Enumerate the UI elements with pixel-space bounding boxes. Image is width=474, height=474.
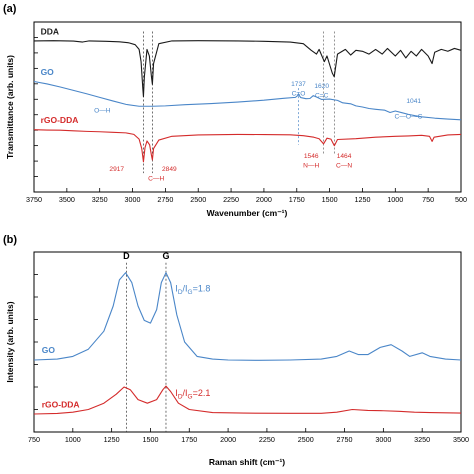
panel-b-series-label-go: GO <box>42 345 56 355</box>
panel-a-x-tick-label-2250: 2250 <box>223 195 239 204</box>
panel-a-x-tick-label-1000: 1000 <box>387 195 403 204</box>
panel-a-annotation-3: 1620 <box>314 83 329 90</box>
panel-b-x-tick-label-1500: 1500 <box>142 435 158 444</box>
panel-a-x-tick-label-2500: 2500 <box>190 195 206 204</box>
panel-b-x-tick-label-2000: 2000 <box>220 435 236 444</box>
panel-b-peak-label-g: G <box>162 251 169 261</box>
panel-a-series-label-go: GO <box>41 67 55 77</box>
panel-a-marker-lines <box>143 31 335 174</box>
panel-a-y-axis-label: Transmittance (arb. units) <box>5 55 15 159</box>
panel-b-ratio-label-0: ID/IG=1.8 <box>175 284 210 297</box>
panel-a-x-tick-label-2000: 2000 <box>256 195 272 204</box>
panel-b-series-label-rgo-dda: rGO-DDA <box>42 400 80 410</box>
panel-a-annotation-10: 1546 <box>304 153 319 160</box>
panel-a-x-tick-label-1250: 1250 <box>354 195 370 204</box>
panel-a-x-axis-label: Wavenumber (cm⁻¹) <box>207 208 288 218</box>
panel-a-annotation-12: 1464 <box>337 153 352 160</box>
panel-b-ratio-label-0-part-0: I <box>175 284 178 294</box>
panel-b-x-tick-label-2750: 2750 <box>337 435 353 444</box>
panel-a-annotation-8: C—H <box>148 176 164 183</box>
panel-b-x-axis-label: Raman shift (cm⁻¹) <box>209 457 285 467</box>
panel-b-ratio-label-0-part-2: /I <box>183 284 188 294</box>
panel-b-peak-label-d: D <box>123 251 130 261</box>
panel-a-x-tick-label-3000: 3000 <box>125 195 141 204</box>
panel-a-annotation-11: N—H <box>303 162 319 169</box>
panel-b-ratio-label-1: ID/IG=2.1 <box>175 388 210 401</box>
panel-a-annotation-6: C—O—C <box>395 113 423 120</box>
panel-a-label: (a) <box>3 3 17 15</box>
panel-a-x-tick-label-750: 750 <box>422 195 434 204</box>
panel-a-series-dda <box>33 40 462 98</box>
panel-a-annotation-1: 1737 <box>291 81 306 88</box>
panel-a-annotation-5: 1041 <box>406 98 421 105</box>
panel-a-annotation-4: C=C <box>315 93 329 100</box>
panel-a-x-ticks: 3750 3500 3250 3000 2750 2500 2250 2000 1750 1500… <box>26 188 467 204</box>
panel-b-label: (b) <box>3 234 17 246</box>
panel-a-annotation-0: O—H <box>94 108 111 115</box>
panel-b-x-tick-label-2250: 2250 <box>259 435 275 444</box>
panel-a-x-tick-label-500: 500 <box>455 195 467 204</box>
panel-a-series-go <box>33 80 462 121</box>
panel-a-series-label-rgo-dda: rGO-DDA <box>41 115 79 125</box>
panel-a-x-tick-label-1500: 1500 <box>322 195 338 204</box>
panel-a-x-tick-label-3250: 3250 <box>92 195 108 204</box>
panel-a-annotation-7: 2917 <box>109 166 124 173</box>
panel-b-x-tick-label-750: 750 <box>28 435 40 444</box>
panel-b-ratio-label-1-part-1: D <box>178 394 183 401</box>
panel-b-x-tick-label-1750: 1750 <box>181 435 197 444</box>
panel-a-x-tick-label-1750: 1750 <box>289 195 305 204</box>
panel-b-ratio-label-1-part-2: /I <box>183 388 188 398</box>
panel-a-series <box>33 40 462 163</box>
panel-a-plot-frame <box>33 21 462 193</box>
panel-a-x-tick-label-2750: 2750 <box>157 195 173 204</box>
panel-b-x-tick-label-1250: 1250 <box>104 435 120 444</box>
panel-b-ratio-label-1-part-3: G <box>188 394 193 401</box>
panel-b-series-go <box>33 272 462 361</box>
panel-a-x-tick-label-3750: 3750 <box>26 195 42 204</box>
panel-a-annotation-2: C=O <box>292 91 306 98</box>
panel-a-x-tick-label-3500: 3500 <box>59 195 75 204</box>
panel-b-y-axis-label: Intensity (arb. units) <box>5 301 15 382</box>
panel-b-x-tick-label-1000: 1000 <box>65 435 81 444</box>
panel-a-series-rgo-dda <box>33 129 462 163</box>
panel-b-ratio-labels: ID/IG=1.8ID/IG=2.1 <box>175 284 210 401</box>
panel-b-x-tick-label-3000: 3000 <box>375 435 391 444</box>
panel-b-x-tick-label-3500: 3500 <box>453 435 469 444</box>
panel-b-series-labels: GO rGO-DDA <box>42 345 80 410</box>
panel-b-marker-lines <box>126 262 167 432</box>
panel-b: (b) 750 1000 1250 1500 1750 2000 2250 2500 2750 3… <box>3 234 469 467</box>
panel-b-x-tick-label-2500: 2500 <box>298 435 314 444</box>
panel-a-annotations: O—H 1737 C=O 1620 C=C 1041 C—O—C 2917 C—H 2849 154… <box>94 81 423 182</box>
panel-b-ratio-label-0-part-4: =1.8 <box>193 284 211 294</box>
panel-b-y-ticks <box>34 274 38 410</box>
panel-a-series-labels: DDA GO rGO-DDA <box>41 26 79 125</box>
panel-b-ratio-label-1-part-4: =2.1 <box>193 388 211 398</box>
panel-a-annotation-13: C—N <box>336 162 352 169</box>
panel-b-series <box>33 272 462 415</box>
panel-a-series-label-dda: DDA <box>41 26 59 36</box>
panel-a: (a) 3750 3500 3250 3000 2750 2500 2250 2000 1750… <box>3 3 467 218</box>
panel-b-x-tick-label-3250: 3250 <box>414 435 430 444</box>
panel-b-x-ticks: 750 1000 1250 1500 1750 2000 2250 2500 2750 3000 3… <box>28 428 469 444</box>
panel-a-annotation-9: 2849 <box>162 166 177 173</box>
panel-b-ratio-label-0-part-3: G <box>188 289 193 296</box>
panel-b-series-rgo-dda <box>33 385 462 415</box>
panel-b-ratio-label-1-part-0: I <box>175 388 178 398</box>
panel-b-ratio-label-0-part-1: D <box>178 289 183 296</box>
